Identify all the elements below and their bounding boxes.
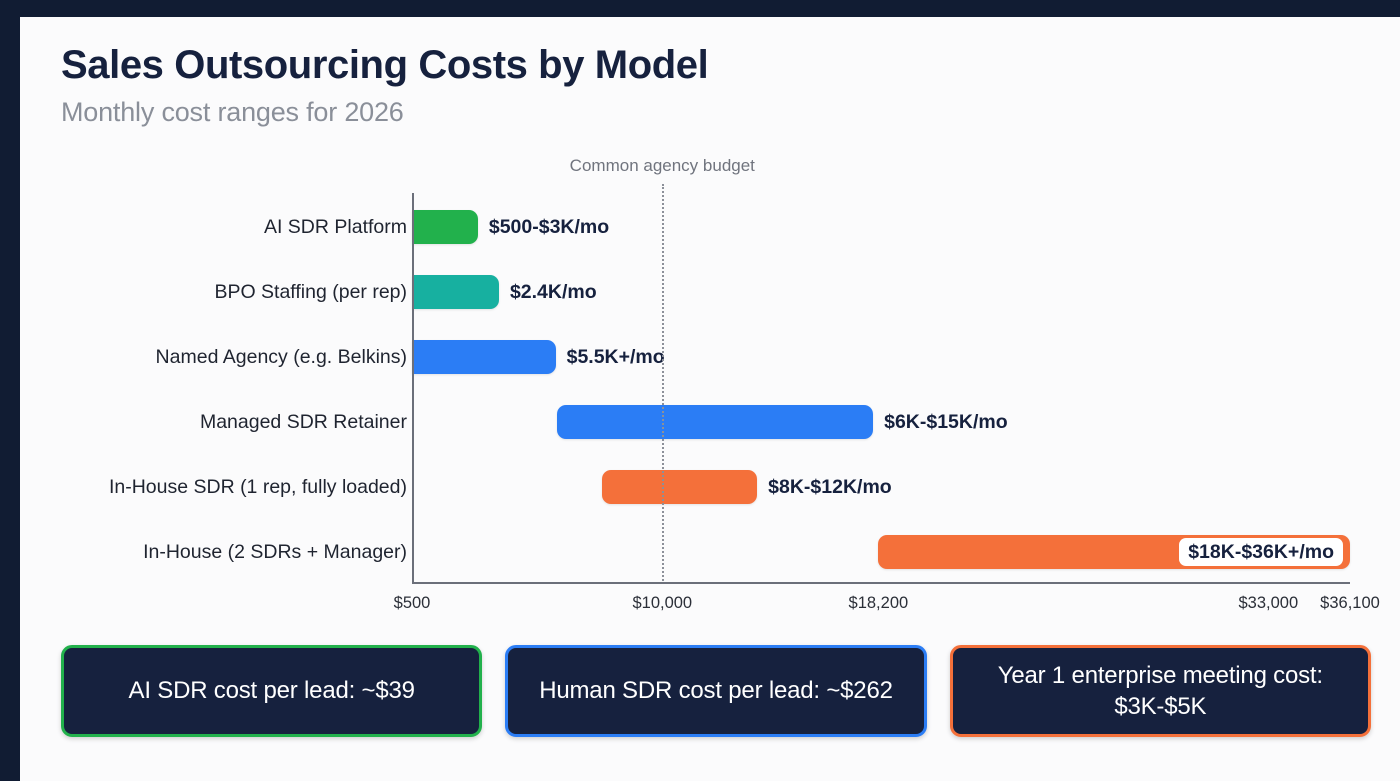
category-label: AI SDR Platform [263,216,407,238]
bar-row: Named Agency (e.g. Belkins) $5.5K+/mo [20,333,1400,381]
x-axis-tick-label: $33,000 [1238,594,1299,612]
category-label: Managed SDR Retainer [199,411,407,433]
y-axis-line [412,193,414,583]
x-axis-tick-label: $500 [393,594,431,612]
bar-row: BPO Staffing (per rep) $2.4K/mo [20,268,1400,316]
bar[interactable] [412,340,556,374]
chart-card: Sales Outsourcing Costs by Model Monthly… [20,17,1400,781]
chart-subtitle: Monthly cost ranges for 2026 [61,97,404,128]
reference-line-label: Common agency budget [569,156,755,175]
bar[interactable] [556,405,874,439]
bar-value-label: $8K-$12K/mo [768,476,892,498]
bar-row: In-House SDR (1 rep, fully loaded) $8K-$1… [20,463,1400,511]
bar-value-label: $2.4K/mo [509,281,597,303]
bar[interactable] [412,275,499,309]
x-axis-tick-label: $10,000 [632,594,693,612]
x-axis-tick-label: $18,200 [848,594,909,612]
stat-card-row: AI SDR cost per lead: ~$39 Human SDR cost… [61,645,1371,737]
x-axis-tick-label: $36,100 [1320,594,1380,612]
category-label: In-House (2 SDRs + Manager) [143,541,407,563]
reference-line-common-agency-budget [662,184,665,584]
bar-row: Managed SDR Retainer $6K-$15K/mo [20,398,1400,446]
page-title: Sales Outsourcing Costs by Model [61,43,709,87]
bar[interactable] [601,470,758,504]
stat-card-text: Human SDR cost per lead: ~$262 [539,677,893,705]
stat-card[interactable]: AI SDR cost per lead: ~$39 [61,645,483,737]
category-label: In-House SDR (1 rep, fully loaded) [108,476,407,498]
bar-value-label: $500-$3K/mo [488,216,610,238]
chart-header: Sales Outsourcing Costs by Model Monthly… [61,43,709,128]
category-label: BPO Staffing (per rep) [214,281,407,303]
stat-card[interactable]: Human SDR cost per lead: ~$262 [505,645,927,737]
bar-value-label: $18K-$36K+/mo [1179,538,1343,566]
category-label: Named Agency (e.g. Belkins) [155,346,407,368]
bar-row: AI SDR Platform $500-$3K/mo [20,203,1400,251]
bar-chart-plot: AI SDR Platform $500-$3K/mo BPO Staffing (… [20,17,1400,781]
bar-row: In-House (2 SDRs + Manager) $18K-$36K+/mo [20,528,1400,576]
stat-card-text: Year 1 enterprise meeting cost: $3K-$5K [997,661,1323,720]
x-axis-line [412,582,1350,584]
stat-card[interactable]: Year 1 enterprise meeting cost: $3K-$5K [949,645,1371,737]
bar[interactable] [412,210,478,244]
bar-value-label: $5.5K+/mo [566,346,665,368]
stat-card-text: AI SDR cost per lead: ~$39 [128,677,415,705]
bar-value-label: $6K-$15K/mo [884,411,1008,433]
